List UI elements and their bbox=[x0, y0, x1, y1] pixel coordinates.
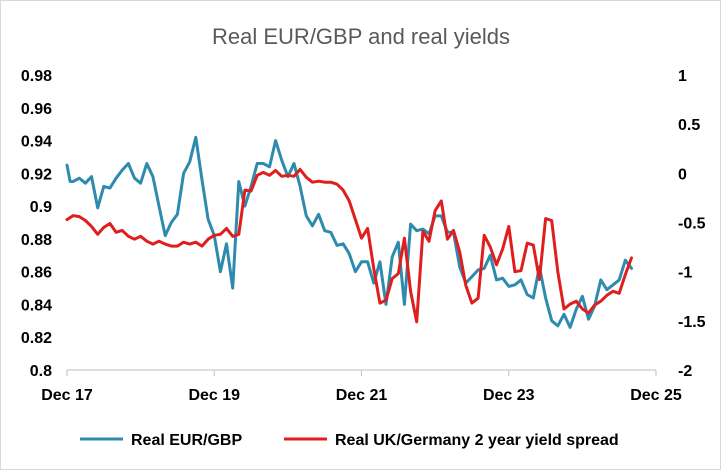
y-right-tick-label: -2 bbox=[678, 363, 692, 380]
x-tick-label: Dec 25 bbox=[630, 387, 682, 404]
y-left-tick-label: 0.98 bbox=[21, 68, 52, 85]
y-right-tick-label: -1.5 bbox=[678, 314, 706, 331]
y-left-tick-label: 0.9 bbox=[30, 199, 52, 216]
y-left-tick-label: 0.88 bbox=[21, 232, 52, 249]
y-right-tick-label: -1 bbox=[678, 265, 692, 282]
series-layer bbox=[65, 135, 633, 329]
x-tick-label: Dec 23 bbox=[483, 387, 535, 404]
series-line-yield-spread bbox=[65, 167, 633, 324]
series-line-real-eur-gbp bbox=[65, 135, 633, 329]
chart-title: Real EUR/GBP and real yields bbox=[212, 24, 510, 49]
y-left-tick-label: 0.94 bbox=[21, 134, 52, 151]
legend-label-real-eur-gbp: Real EUR/GBP bbox=[131, 432, 242, 449]
y-left-tick-label: 0.82 bbox=[21, 330, 52, 347]
y-right-tick-label: -0.5 bbox=[678, 216, 706, 233]
x-tick-label: Dec 19 bbox=[188, 387, 240, 404]
y-right-tick-label: 1 bbox=[678, 68, 687, 85]
y-left-tick-label: 0.92 bbox=[21, 166, 52, 183]
axes: Dec 17 Dec 19 Dec 21 Dec 23 Dec 25 0.98 0.96 0.… bbox=[21, 68, 706, 404]
y-left-tick-label: 0.8 bbox=[30, 363, 52, 380]
y-right-tick-label: 0.5 bbox=[678, 117, 700, 134]
x-tick-label: Dec 17 bbox=[41, 387, 93, 404]
y-left-tick-label: 0.84 bbox=[21, 297, 52, 314]
y-left-tick-label: 0.86 bbox=[21, 265, 52, 282]
x-tick-label: Dec 21 bbox=[336, 387, 388, 404]
y-left-tick-label: 0.96 bbox=[21, 101, 52, 118]
legend-label-yield-spread: Real UK/Germany 2 year yield spread bbox=[335, 432, 619, 449]
legend: Real EUR/GBP Real UK/Germany 2 year yiel… bbox=[80, 432, 619, 449]
y-right-tick-label: 0 bbox=[678, 166, 687, 183]
